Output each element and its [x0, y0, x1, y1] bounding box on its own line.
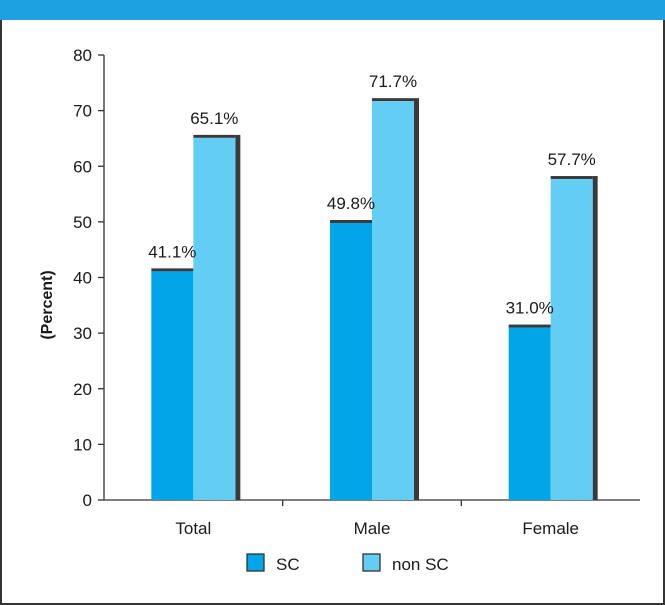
x-category-label: Female: [522, 519, 579, 538]
bar: [330, 222, 372, 501]
legend-label: SC: [276, 555, 300, 574]
y-tick-label: 10: [73, 435, 92, 454]
legend-swatch: [362, 553, 381, 572]
y-tick-label: 50: [73, 213, 92, 232]
data-label: 65.1%: [190, 109, 238, 128]
y-tick-label: 80: [73, 46, 92, 65]
header-band: [0, 0, 665, 20]
bar: [372, 101, 414, 500]
bar-side-shadow: [235, 134, 241, 500]
bar: [151, 271, 194, 500]
bar-top-shadow: [550, 176, 593, 180]
data-label: 71.7%: [369, 72, 417, 91]
bar-top-shadow: [151, 268, 194, 272]
data-label: 31.0%: [506, 299, 554, 318]
y-tick-label: 60: [73, 157, 92, 176]
data-label: 49.8%: [327, 194, 375, 213]
bar-side-shadow: [592, 176, 598, 500]
y-tick-label: 40: [73, 269, 92, 288]
bar: [550, 179, 593, 500]
data-label: 57.7%: [548, 150, 596, 169]
y-tick-label: 70: [73, 102, 92, 121]
x-category-label: Total: [175, 519, 211, 538]
bar-top-shadow: [508, 324, 551, 328]
legend: SC non SC: [246, 553, 449, 574]
y-tick-label: 20: [73, 380, 92, 399]
legend-label: non SC: [392, 555, 449, 574]
bar-top-shadow: [330, 219, 372, 223]
labels: Total 41.1% 65.1% Male 49.8% 71.7% Female 31.0%…: [148, 72, 596, 538]
y-tick-label: 30: [73, 324, 92, 343]
bar: [193, 137, 236, 500]
y-axis-label: (Percent): [39, 270, 56, 339]
data-label: 41.1%: [148, 242, 196, 261]
bar: [508, 327, 551, 500]
bars: [151, 98, 598, 501]
y-tick-label: 0: [83, 491, 92, 510]
bar-top-shadow: [193, 134, 236, 138]
bar-top-shadow: [372, 98, 414, 102]
bar-side-shadow: [414, 98, 419, 500]
x-category-label: Male: [354, 519, 391, 538]
axes: 0 10 20 30 40 50 60 70 80: [73, 46, 640, 510]
legend-swatch: [246, 553, 265, 572]
